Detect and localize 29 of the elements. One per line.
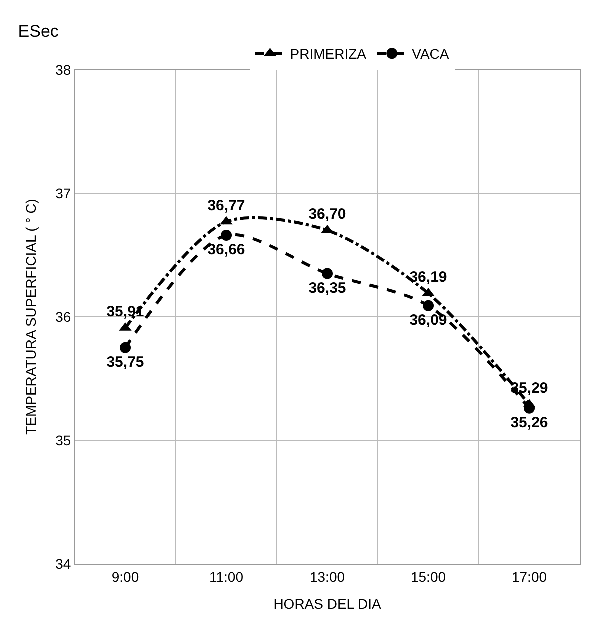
y-tick-label: 37 xyxy=(56,185,72,202)
data-label: 36,77 xyxy=(208,197,246,214)
x-tick-label: 15:00 xyxy=(410,568,446,585)
data-label: 35,75 xyxy=(106,354,144,372)
chart-title: ESec xyxy=(18,22,60,41)
data-label: 35,91 xyxy=(106,303,144,320)
data-label: 35,26 xyxy=(510,414,548,432)
legend-label: VACA xyxy=(412,46,450,62)
y-tick-label: 34 xyxy=(56,556,72,572)
x-tick-label: 11:00 xyxy=(210,568,244,585)
data-label: 36,19 xyxy=(410,268,448,286)
x-axis-title: HORAS DEL DIA xyxy=(274,596,382,612)
y-axis-title: TEMPERATURA SUPERFICIAL ( ° C) xyxy=(23,199,40,435)
point xyxy=(524,402,535,414)
point xyxy=(423,300,434,312)
y-tick-label: 38 xyxy=(56,62,72,78)
point xyxy=(221,230,232,241)
data-label: 36,09 xyxy=(410,312,448,330)
data-label: 36,35 xyxy=(308,280,346,297)
data-label: 36,66 xyxy=(208,242,246,259)
x-tick-label: 13:00 xyxy=(310,568,346,585)
point xyxy=(120,342,131,354)
y-tick-label: 35 xyxy=(56,432,72,448)
data-label: 36,70 xyxy=(308,206,346,223)
legend-label: PRIMERIZA xyxy=(290,46,368,62)
x-tick-label: 17:00 xyxy=(512,568,548,585)
y-tick-label: 36 xyxy=(56,308,72,325)
point xyxy=(322,268,333,280)
x-tick-label: 9:00 xyxy=(112,568,140,585)
